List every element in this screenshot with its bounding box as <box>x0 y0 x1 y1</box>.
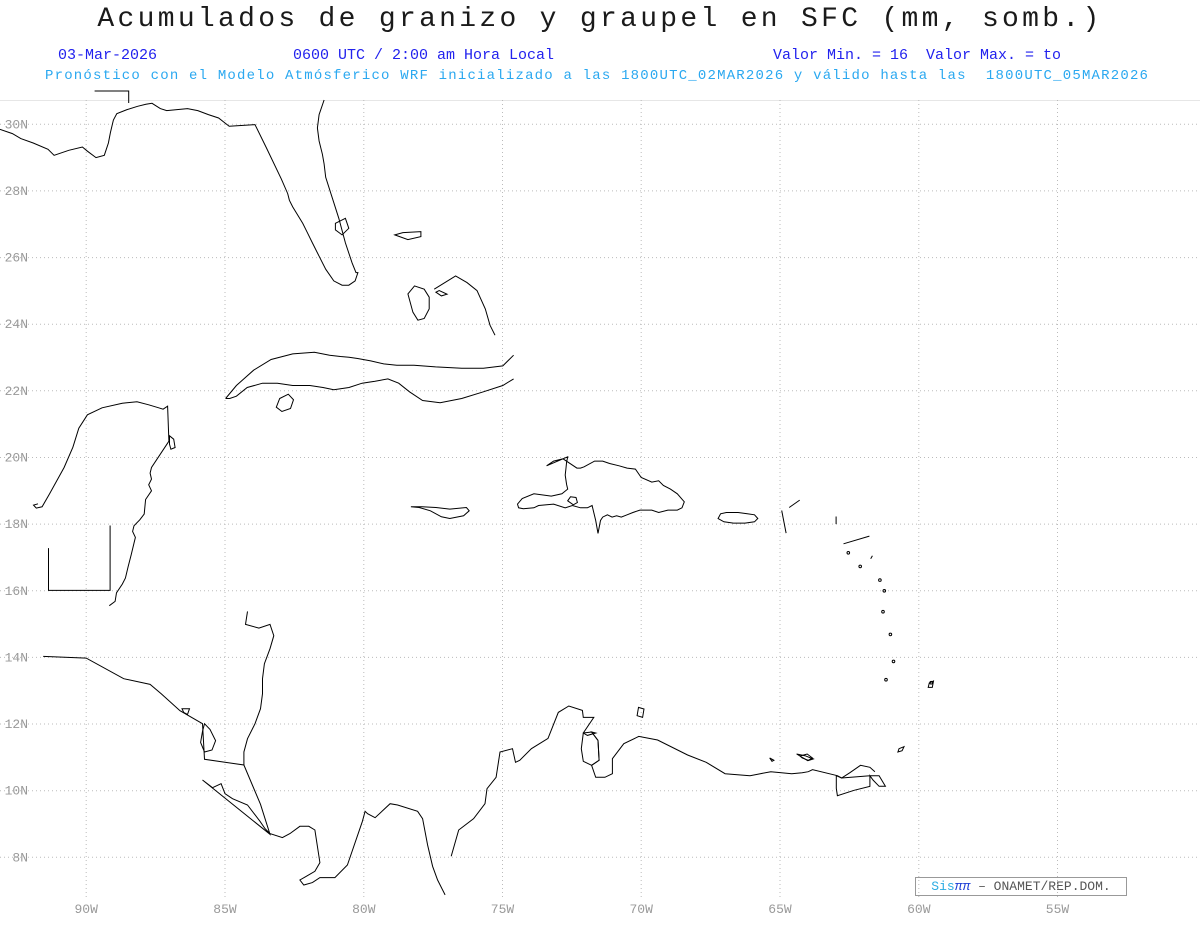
svg-text:18N: 18N <box>5 517 28 532</box>
svg-text:20N: 20N <box>5 451 28 466</box>
svg-text:65W: 65W <box>768 902 792 917</box>
svg-text:10N: 10N <box>5 784 28 799</box>
svg-text:85W: 85W <box>213 902 237 917</box>
svg-text:12N: 12N <box>5 717 28 732</box>
svg-text:28N: 28N <box>5 184 28 199</box>
svg-text:8N: 8N <box>12 850 28 865</box>
svg-text:60W: 60W <box>907 902 931 917</box>
svg-text:80W: 80W <box>352 902 376 917</box>
svg-text:75W: 75W <box>491 902 515 917</box>
svg-text:70W: 70W <box>629 902 653 917</box>
svg-text:24N: 24N <box>5 317 28 332</box>
svg-text:55W: 55W <box>1046 902 1070 917</box>
svg-text:26N: 26N <box>5 251 28 266</box>
svg-text:90W: 90W <box>74 902 98 917</box>
svg-text:30N: 30N <box>5 117 28 132</box>
svg-text:22N: 22N <box>5 384 28 399</box>
svg-text:16N: 16N <box>5 584 28 599</box>
svg-text:14N: 14N <box>5 650 28 665</box>
